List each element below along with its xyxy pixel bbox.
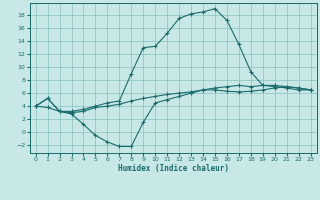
X-axis label: Humidex (Indice chaleur): Humidex (Indice chaleur)	[118, 164, 228, 173]
